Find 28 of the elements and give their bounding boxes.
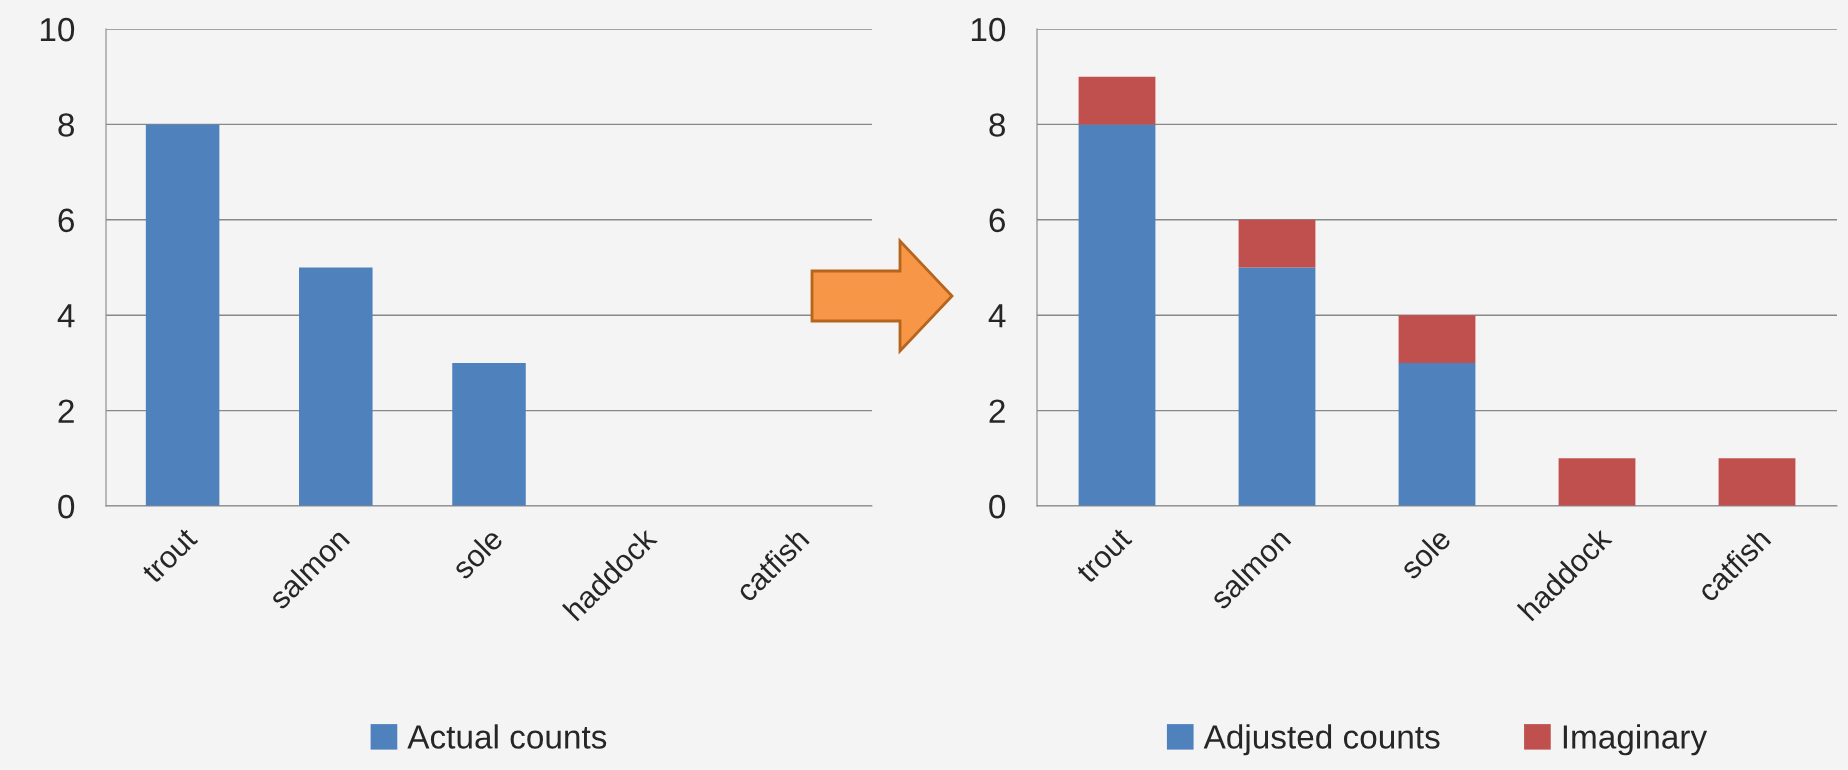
bar — [1238, 219, 1316, 268]
bar — [299, 267, 373, 506]
bar — [1398, 315, 1476, 363]
bar — [1078, 124, 1156, 506]
bar — [1398, 362, 1476, 506]
y-tick-label: 0 — [58, 494, 75, 519]
legend-label: Adjusted counts — [1203, 724, 1440, 756]
y-tick-label: 0 — [989, 494, 1006, 519]
bar — [1238, 267, 1316, 506]
legend-label: Imaginary — [1563, 724, 1708, 756]
y-tick-label: 8 — [58, 113, 74, 137]
bar — [145, 124, 220, 506]
x-tick-label: sole — [1397, 526, 1452, 581]
y-tick-label: 6 — [989, 208, 1005, 233]
legend-label: Actual counts — [407, 724, 607, 749]
y-tick-label: 2 — [989, 399, 1005, 423]
x-tick-label: sole — [449, 526, 504, 581]
y-tick-label: 2 — [58, 399, 74, 423]
y-tick-label: 10 — [971, 17, 1006, 42]
y-tick-label: 8 — [989, 113, 1005, 137]
bar — [1558, 458, 1636, 506]
y-tick-label: 4 — [57, 304, 75, 328]
bar — [452, 362, 526, 506]
y-tick-label: 6 — [58, 208, 74, 233]
bar — [1078, 76, 1156, 125]
y-tick-label: 4 — [988, 304, 1006, 328]
y-tick-label: 10 — [40, 17, 75, 42]
bar — [1718, 458, 1796, 506]
